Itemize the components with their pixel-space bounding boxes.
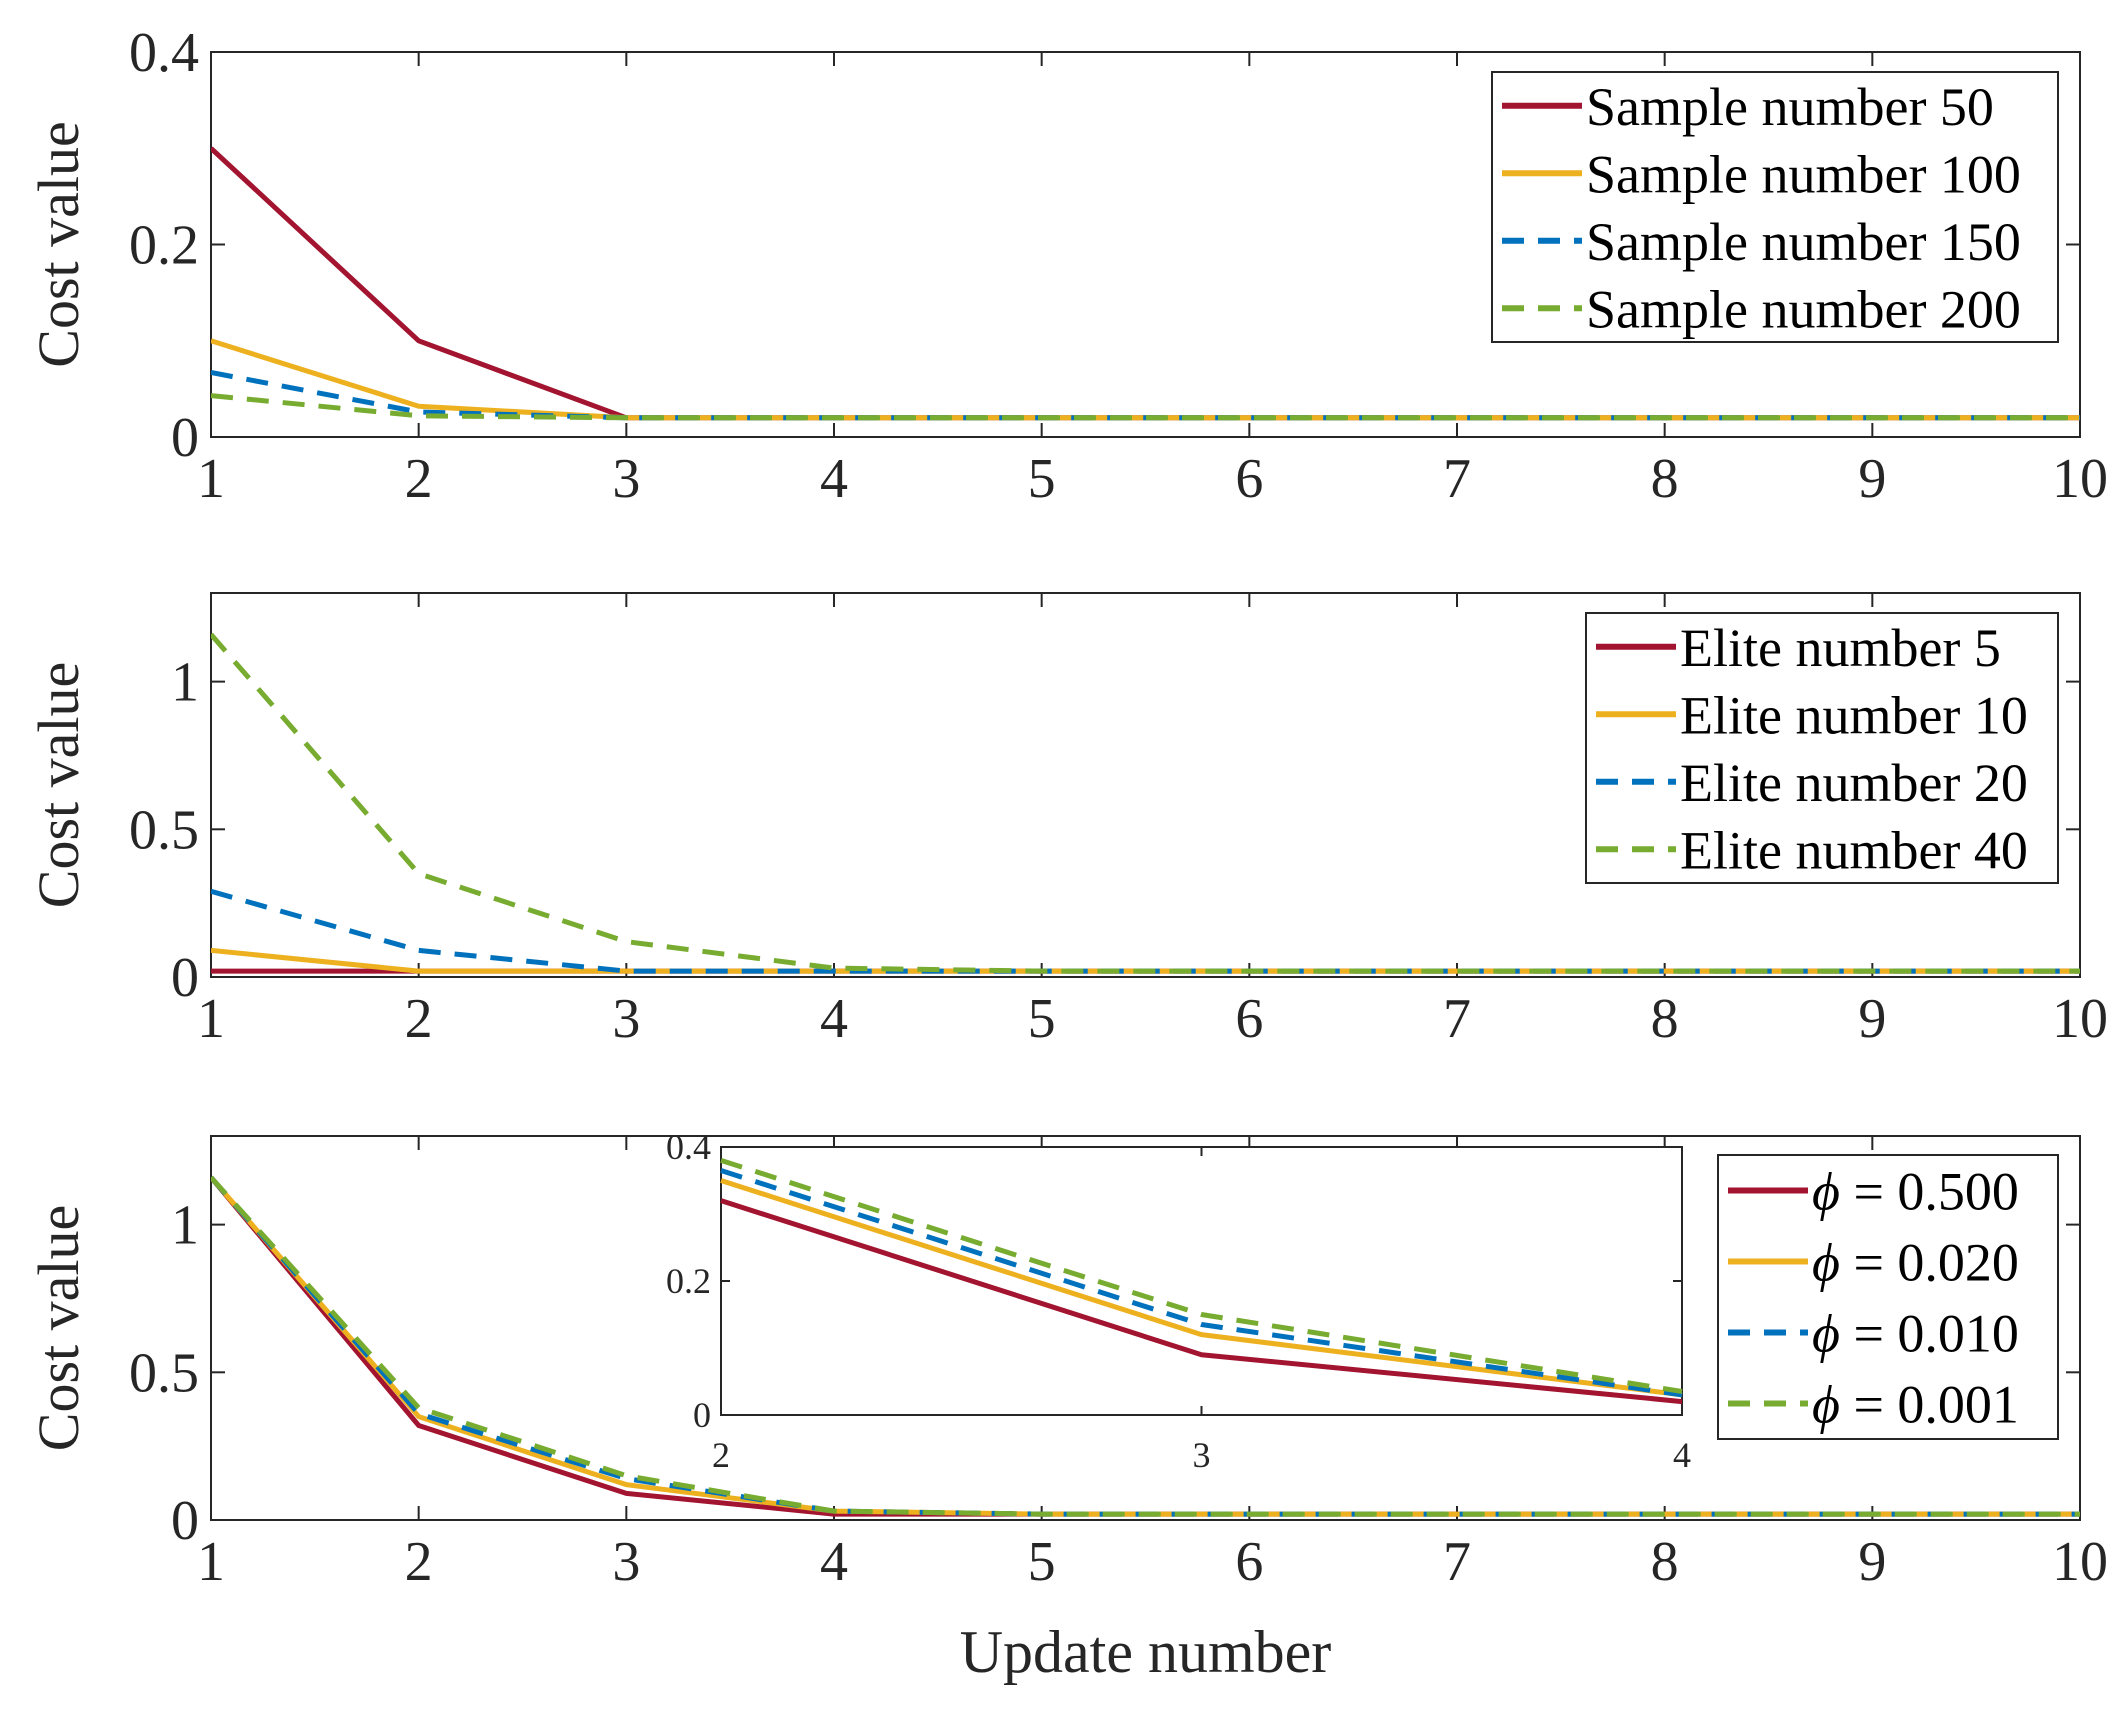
x-tick-label: 7	[1443, 1531, 1471, 1593]
x-tick-label: 8	[1651, 1531, 1679, 1593]
series-line-4	[211, 393, 2080, 421]
y-tick-label: 0.2	[129, 215, 199, 277]
y-axis-label: Cost value	[26, 662, 91, 908]
legend-value: = 0.010	[1840, 1304, 2019, 1364]
x-axis-label: Update number	[960, 1619, 1332, 1685]
inset-y-tick-label: 0.2	[666, 1261, 711, 1301]
x-tick-label: 3	[612, 988, 640, 1050]
y-tick-label: 0.5	[129, 799, 199, 861]
x-tick-label: 3	[612, 448, 640, 510]
x-tick-label: 10	[2052, 1531, 2108, 1593]
x-tick-label: 9	[1858, 448, 1886, 510]
x-tick-label: 6	[1235, 988, 1263, 1050]
inset-x-tick-label: 3	[1193, 1435, 1211, 1475]
x-tick-label: 8	[1651, 448, 1679, 510]
y-tick-label: 0	[171, 1490, 199, 1552]
panel-sample: 1 2 3 4 5 6 7 8 9 10 0 0.2 0.4 Cost value Sample numbe…	[26, 22, 2108, 510]
x-tick-label: 8	[1651, 988, 1679, 1050]
inset-series-line-2	[720, 1178, 1683, 1398]
legend-box	[1717, 1154, 2059, 1440]
y-tick-label: 1	[171, 652, 199, 714]
phi-symbol: ϕ	[1812, 1233, 1840, 1293]
x-tick-label: 1	[197, 1531, 225, 1593]
legend-value: = 0.001	[1840, 1375, 2019, 1435]
series-line-4	[211, 1175, 2080, 1517]
x-tick-label: 2	[405, 1531, 433, 1593]
legend-entry-4: Sample number 200	[1586, 279, 2021, 339]
inset-x-tick-label: 2	[712, 1435, 730, 1475]
x-tick-label: 7	[1443, 988, 1471, 1050]
x-tick-label: 6	[1235, 448, 1263, 510]
legend-entry-3: Elite number 20	[1680, 753, 2028, 813]
phi-symbol: ϕ	[1812, 1162, 1840, 1222]
x-tick-label: 4	[820, 448, 848, 510]
x-tick-label: 7	[1443, 448, 1471, 510]
legend-entry-3: ϕ = 0.010	[1812, 1304, 2019, 1364]
x-tick-label: 1	[197, 448, 225, 510]
series-group	[211, 632, 2080, 974]
legend-entry-2: ϕ = 0.020	[1812, 1233, 2019, 1293]
y-tick-label: 0.4	[129, 22, 199, 84]
x-tick-label: 2	[405, 448, 433, 510]
x-tick-label: 1	[197, 988, 225, 1050]
inset-y-tick-label: 0.4	[666, 1127, 711, 1167]
y-tick-label: 0	[171, 407, 199, 469]
legend-entry-3: Sample number 150	[1586, 212, 2021, 272]
y-axis-label: Cost value	[26, 121, 91, 367]
y-axis-label: Cost value	[26, 1205, 91, 1451]
legend-entry-4: Elite number 40	[1680, 820, 2028, 880]
legend-entry-1: Sample number 50	[1586, 77, 1994, 137]
inset-series-line-4	[720, 1158, 1683, 1394]
legend-value: = 0.500	[1840, 1162, 2019, 1222]
y-tick-label: 0.5	[129, 1342, 199, 1404]
x-tick-label: 2	[405, 988, 433, 1050]
panel-phi: 1 2 3 4 5 6 7 8 9 10 0 0.5 1 Cost value Update number 2…	[26, 1127, 2108, 1685]
series-group	[211, 146, 2080, 421]
legend-entry-2: Sample number 100	[1586, 144, 2021, 204]
legend-entry-2: Elite number 10	[1680, 685, 2028, 745]
inset-series-line-3	[720, 1168, 1683, 1398]
legend: Elite number 5 Elite number 10 Elite numbe…	[1585, 612, 2059, 884]
y-tick-label: 0	[171, 947, 199, 1009]
x-tick-label: 9	[1858, 1531, 1886, 1593]
x-tick-label: 5	[1028, 448, 1056, 510]
series-group	[211, 1175, 2080, 1517]
inset-y-tick-label: 0	[693, 1395, 711, 1435]
x-tick-label: 9	[1858, 988, 1886, 1050]
x-tick-label: 3	[612, 1531, 640, 1593]
legend-entry-4: ϕ = 0.001	[1812, 1375, 2019, 1435]
y-tick-label: 1	[171, 1195, 199, 1257]
x-tick-label: 4	[820, 1531, 848, 1593]
x-tick-label: 6	[1235, 1531, 1263, 1593]
panel-elite: 1 2 3 4 5 6 7 8 9 10 0 0.5 1 Cost value Elite number 5…	[26, 592, 2108, 1050]
inset-series-line-1	[720, 1198, 1683, 1405]
legend-box	[1585, 612, 2059, 884]
legend-box	[1491, 71, 2059, 343]
series-line-4	[211, 632, 2080, 974]
x-tick-label: 10	[2052, 988, 2108, 1050]
x-tick-label: 5	[1028, 988, 1056, 1050]
legend: Sample number 50 Sample number 100 Sample …	[1491, 71, 2059, 343]
phi-symbol: ϕ	[1812, 1304, 1840, 1364]
inset: 2 3 4 0 0.2 0.4	[666, 1127, 1691, 1475]
legend-value: = 0.020	[1840, 1233, 2019, 1293]
phi-symbol: ϕ	[1812, 1375, 1840, 1435]
x-tick-label: 5	[1028, 1531, 1056, 1593]
legend-entry-1: Elite number 5	[1680, 618, 2001, 678]
x-tick-label: 10	[2052, 448, 2108, 510]
x-tick-label: 4	[820, 988, 848, 1050]
inset-x-tick-label: 4	[1673, 1435, 1691, 1475]
legend-entry-1: ϕ = 0.500	[1812, 1162, 2019, 1222]
